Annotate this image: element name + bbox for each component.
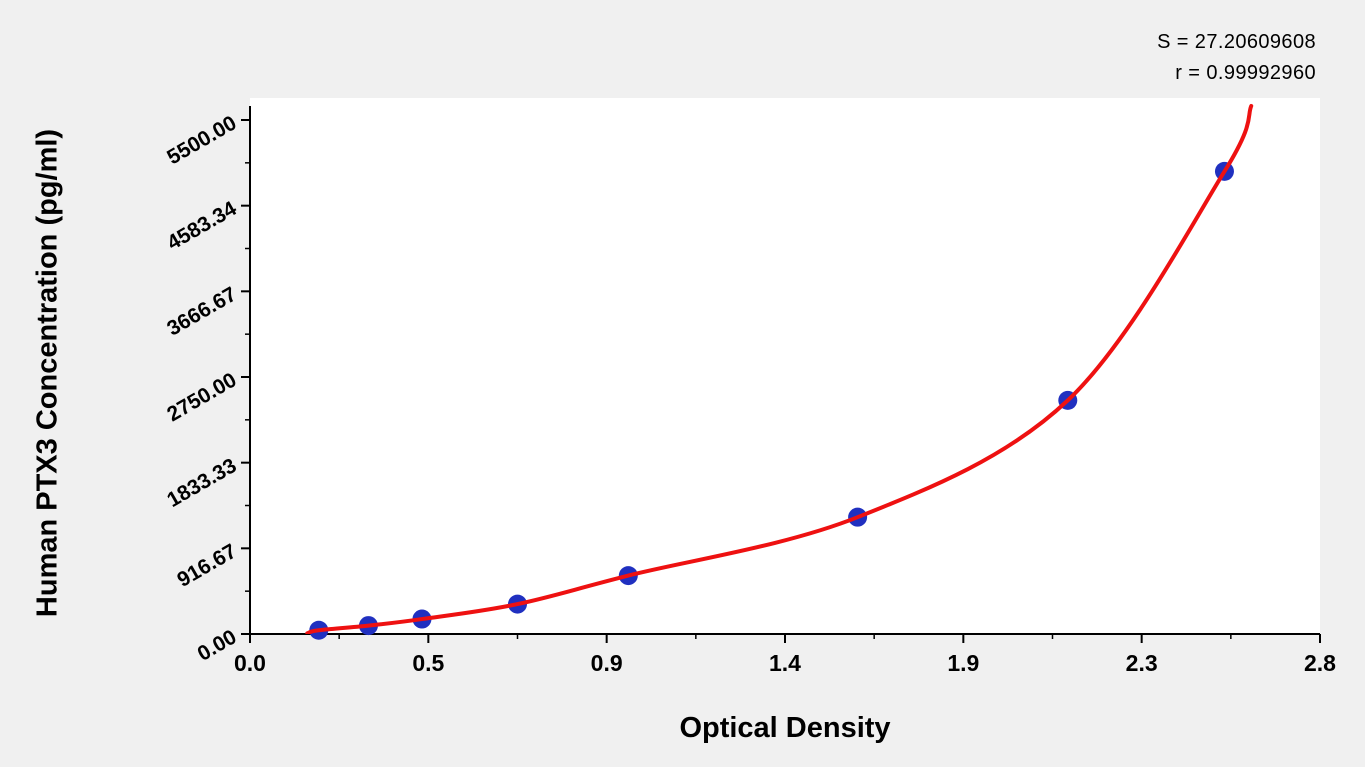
x-tick-label: 1.9 (947, 650, 979, 676)
y-tick-label: 2750.00 (163, 368, 240, 426)
fit-s-annotation: S = 27.20609608 (1157, 31, 1316, 53)
x-tick-label: 1.4 (769, 650, 801, 676)
y-tick-label: 1833.33 (163, 454, 240, 512)
x-tick-label: 0.0 (234, 650, 266, 676)
y-tick-label: 4583.34 (163, 197, 241, 255)
plot-area (250, 98, 1320, 634)
x-axis-title: Optical Density (679, 712, 891, 744)
fit-r-annotation: r = 0.99992960 (1175, 62, 1316, 84)
y-axis-title: Human PTX3 Concentration (pg/ml) (31, 128, 64, 618)
y-tick-label: 916.67 (173, 540, 240, 592)
x-tick-label: 0.5 (412, 650, 444, 676)
x-tick-label: 2.8 (1304, 650, 1336, 676)
x-tick-label: 2.3 (1126, 650, 1158, 676)
y-tick-label: 5500.00 (163, 111, 240, 169)
fit-curve (305, 103, 1254, 634)
x-tick-label: 0.9 (591, 650, 623, 676)
y-tick-label: 3666.67 (163, 283, 240, 341)
